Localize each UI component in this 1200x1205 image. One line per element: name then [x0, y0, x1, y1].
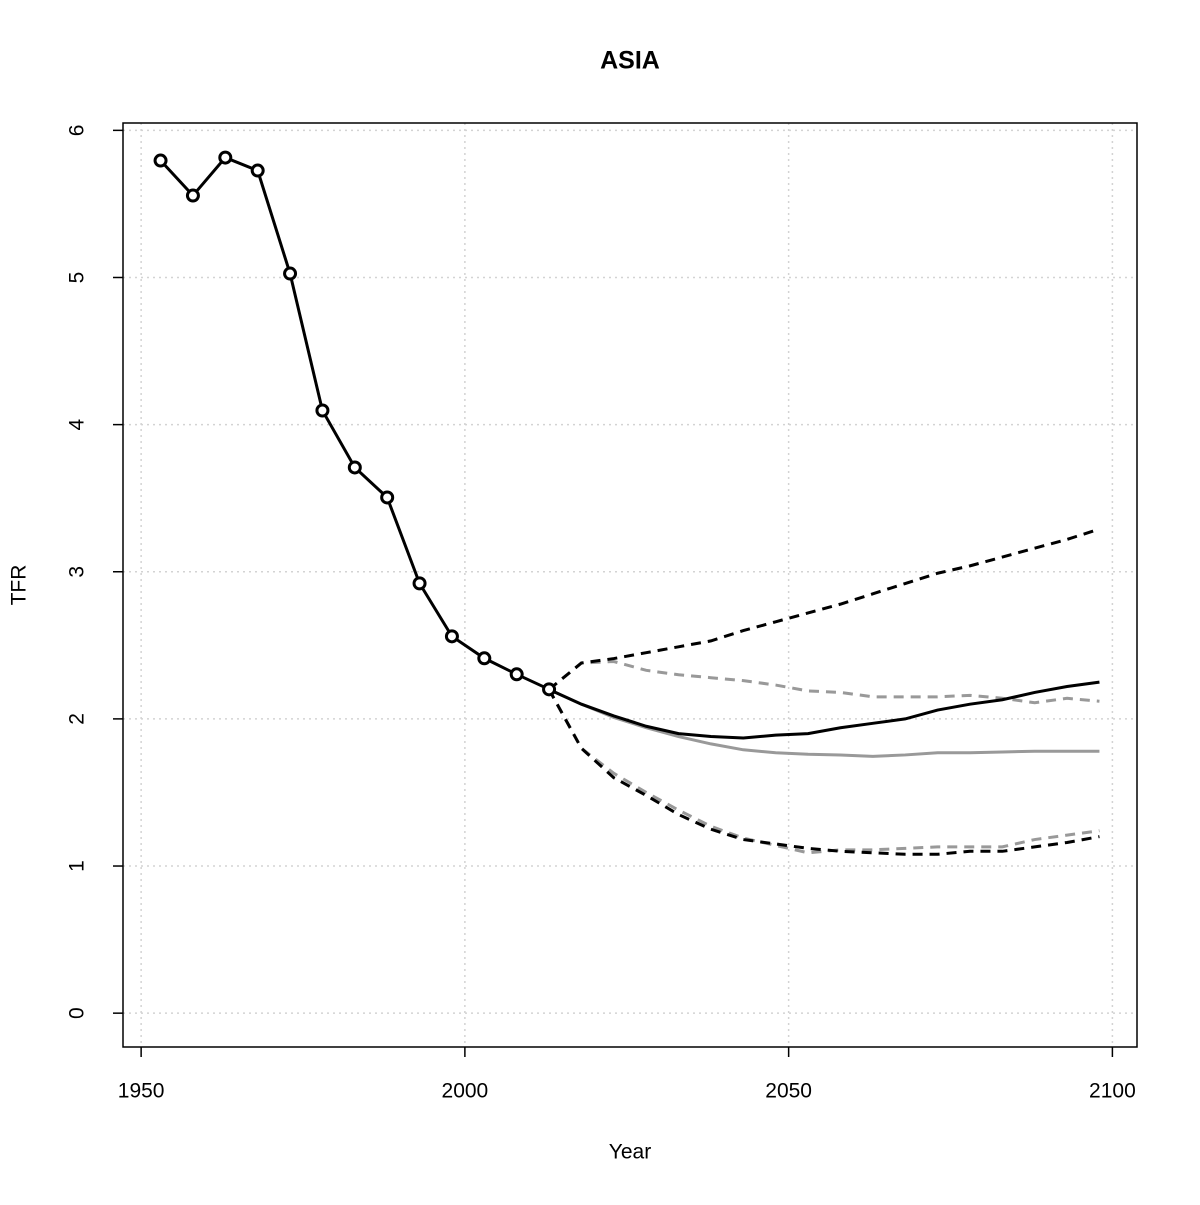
series-line [547, 688, 1100, 856]
point [412, 576, 427, 591]
chart-title: ASIA [600, 47, 660, 75]
y-tick-label: 4 [66, 418, 89, 430]
x-tick-label: 2100 [1089, 1080, 1136, 1103]
y-axis-label: TFR [8, 565, 31, 606]
series-line [159, 155, 550, 691]
series-line [548, 680, 1100, 740]
y-tick-label: 5 [66, 272, 89, 284]
x-tick-label: 1950 [118, 1080, 165, 1103]
x-tick-label: 2050 [765, 1080, 812, 1103]
point [315, 403, 330, 418]
plot-frame [122, 122, 1138, 1048]
point [477, 651, 492, 666]
y-tick-label: 2 [66, 713, 89, 725]
point [509, 667, 524, 682]
y-tick-label: 0 [66, 1007, 89, 1019]
point [153, 153, 168, 168]
point [185, 188, 200, 203]
point [283, 266, 298, 281]
y-tick-label: 6 [66, 125, 89, 137]
y-tick-label: 3 [66, 566, 89, 578]
series-line [547, 688, 1100, 855]
series-line [548, 660, 1100, 705]
point [380, 490, 395, 505]
point [542, 682, 557, 697]
series-line [548, 527, 1100, 691]
point [347, 460, 362, 475]
point [250, 163, 265, 178]
point [218, 150, 233, 165]
point [444, 629, 459, 644]
x-axis-label: Year [609, 1141, 651, 1164]
y-tick-label: 1 [66, 860, 89, 872]
x-tick-label: 2000 [442, 1080, 489, 1103]
